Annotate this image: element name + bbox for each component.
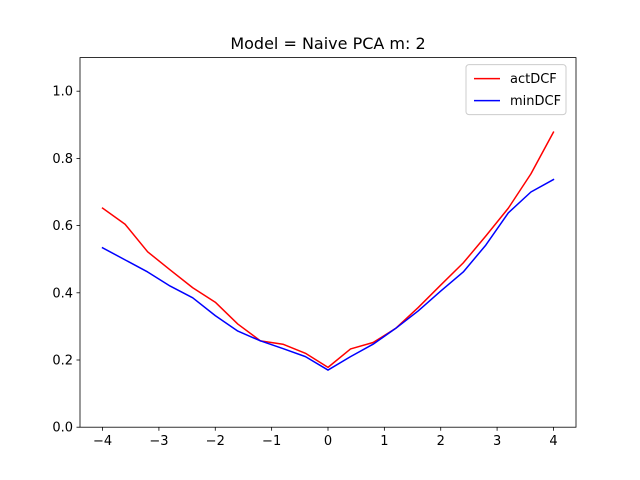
y-tick-label: 0.2 — [52, 354, 73, 369]
x-tick-label: 0 — [324, 434, 332, 449]
y-tick-label: 0.6 — [52, 219, 73, 234]
y-tick-label: 0.0 — [52, 421, 73, 436]
plot-frame — [79, 57, 577, 428]
x-tick-label: −1 — [262, 434, 281, 449]
legend-box — [465, 64, 567, 116]
series-line-minDCF — [101, 178, 555, 371]
y-tick-label: 0.4 — [52, 286, 73, 301]
chart-title: Model = Naive PCA m: 2 — [230, 34, 425, 53]
x-tick-label: 1 — [380, 434, 388, 449]
x-tick-label: −4 — [93, 434, 112, 449]
y-tick-label: 1.0 — [52, 85, 73, 100]
y-tick-label: 0.8 — [52, 152, 73, 167]
x-tick-label: −3 — [149, 434, 168, 449]
series-line-actDCF — [101, 131, 555, 369]
x-tick-label: 3 — [493, 434, 501, 449]
x-tick-label: 4 — [549, 434, 557, 449]
y-axis: 0.0 0.2 0.4 0.6 0.8 1.0 — [52, 85, 80, 436]
legend: actDCF minDCF — [465, 64, 567, 116]
x-tick-label: 2 — [437, 434, 445, 449]
legend-label-minDCF: minDCF — [510, 94, 561, 109]
plot-area — [80, 57, 576, 428]
series-layer — [101, 131, 555, 371]
x-tick-label: −2 — [206, 434, 225, 449]
legend-label-actDCF: actDCF — [510, 72, 557, 87]
x-axis: −4 −3 −2 −1 0 1 2 3 4 — [93, 427, 558, 449]
